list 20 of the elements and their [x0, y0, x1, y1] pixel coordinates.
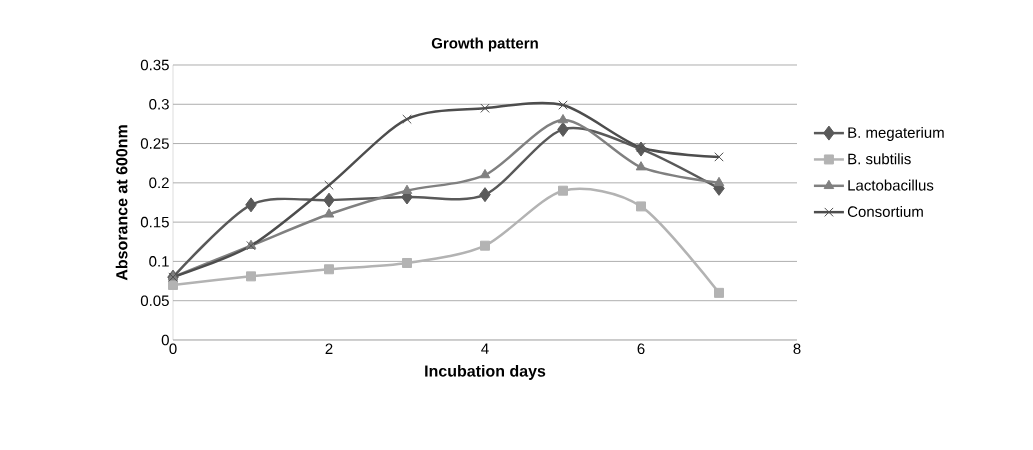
y-tick-label: 0.35 — [140, 59, 169, 71]
legend-label: Consortium — [847, 205, 923, 217]
y-tick-label: 0.25 — [140, 138, 169, 149]
chart-title: Growth pattern — [431, 37, 538, 52]
y-tick-label: 0 — [161, 334, 169, 346]
x-tick-label: 4 — [481, 343, 489, 354]
y-tick-label: 0.1 — [149, 256, 169, 267]
x-tick-label: 6 — [637, 343, 645, 355]
y-axis-title: Absorance at 600nm — [115, 125, 128, 281]
x-tick-label: 8 — [793, 343, 801, 355]
y-tick-label: 0.15 — [140, 216, 169, 228]
x-tick-label: 2 — [325, 343, 333, 354]
x-axis-title: Incubation days — [425, 364, 546, 380]
legend-label: B. megaterium — [848, 126, 944, 141]
x-tick-label: 0 — [169, 343, 177, 355]
y-tick-label: 0.3 — [149, 98, 169, 110]
legend-label: B. subtilis — [848, 153, 911, 165]
y-tick-label: 0.2 — [149, 177, 169, 189]
y-tick-label: 0.05 — [140, 295, 169, 306]
legend-label: Lactobacillus — [848, 179, 934, 191]
